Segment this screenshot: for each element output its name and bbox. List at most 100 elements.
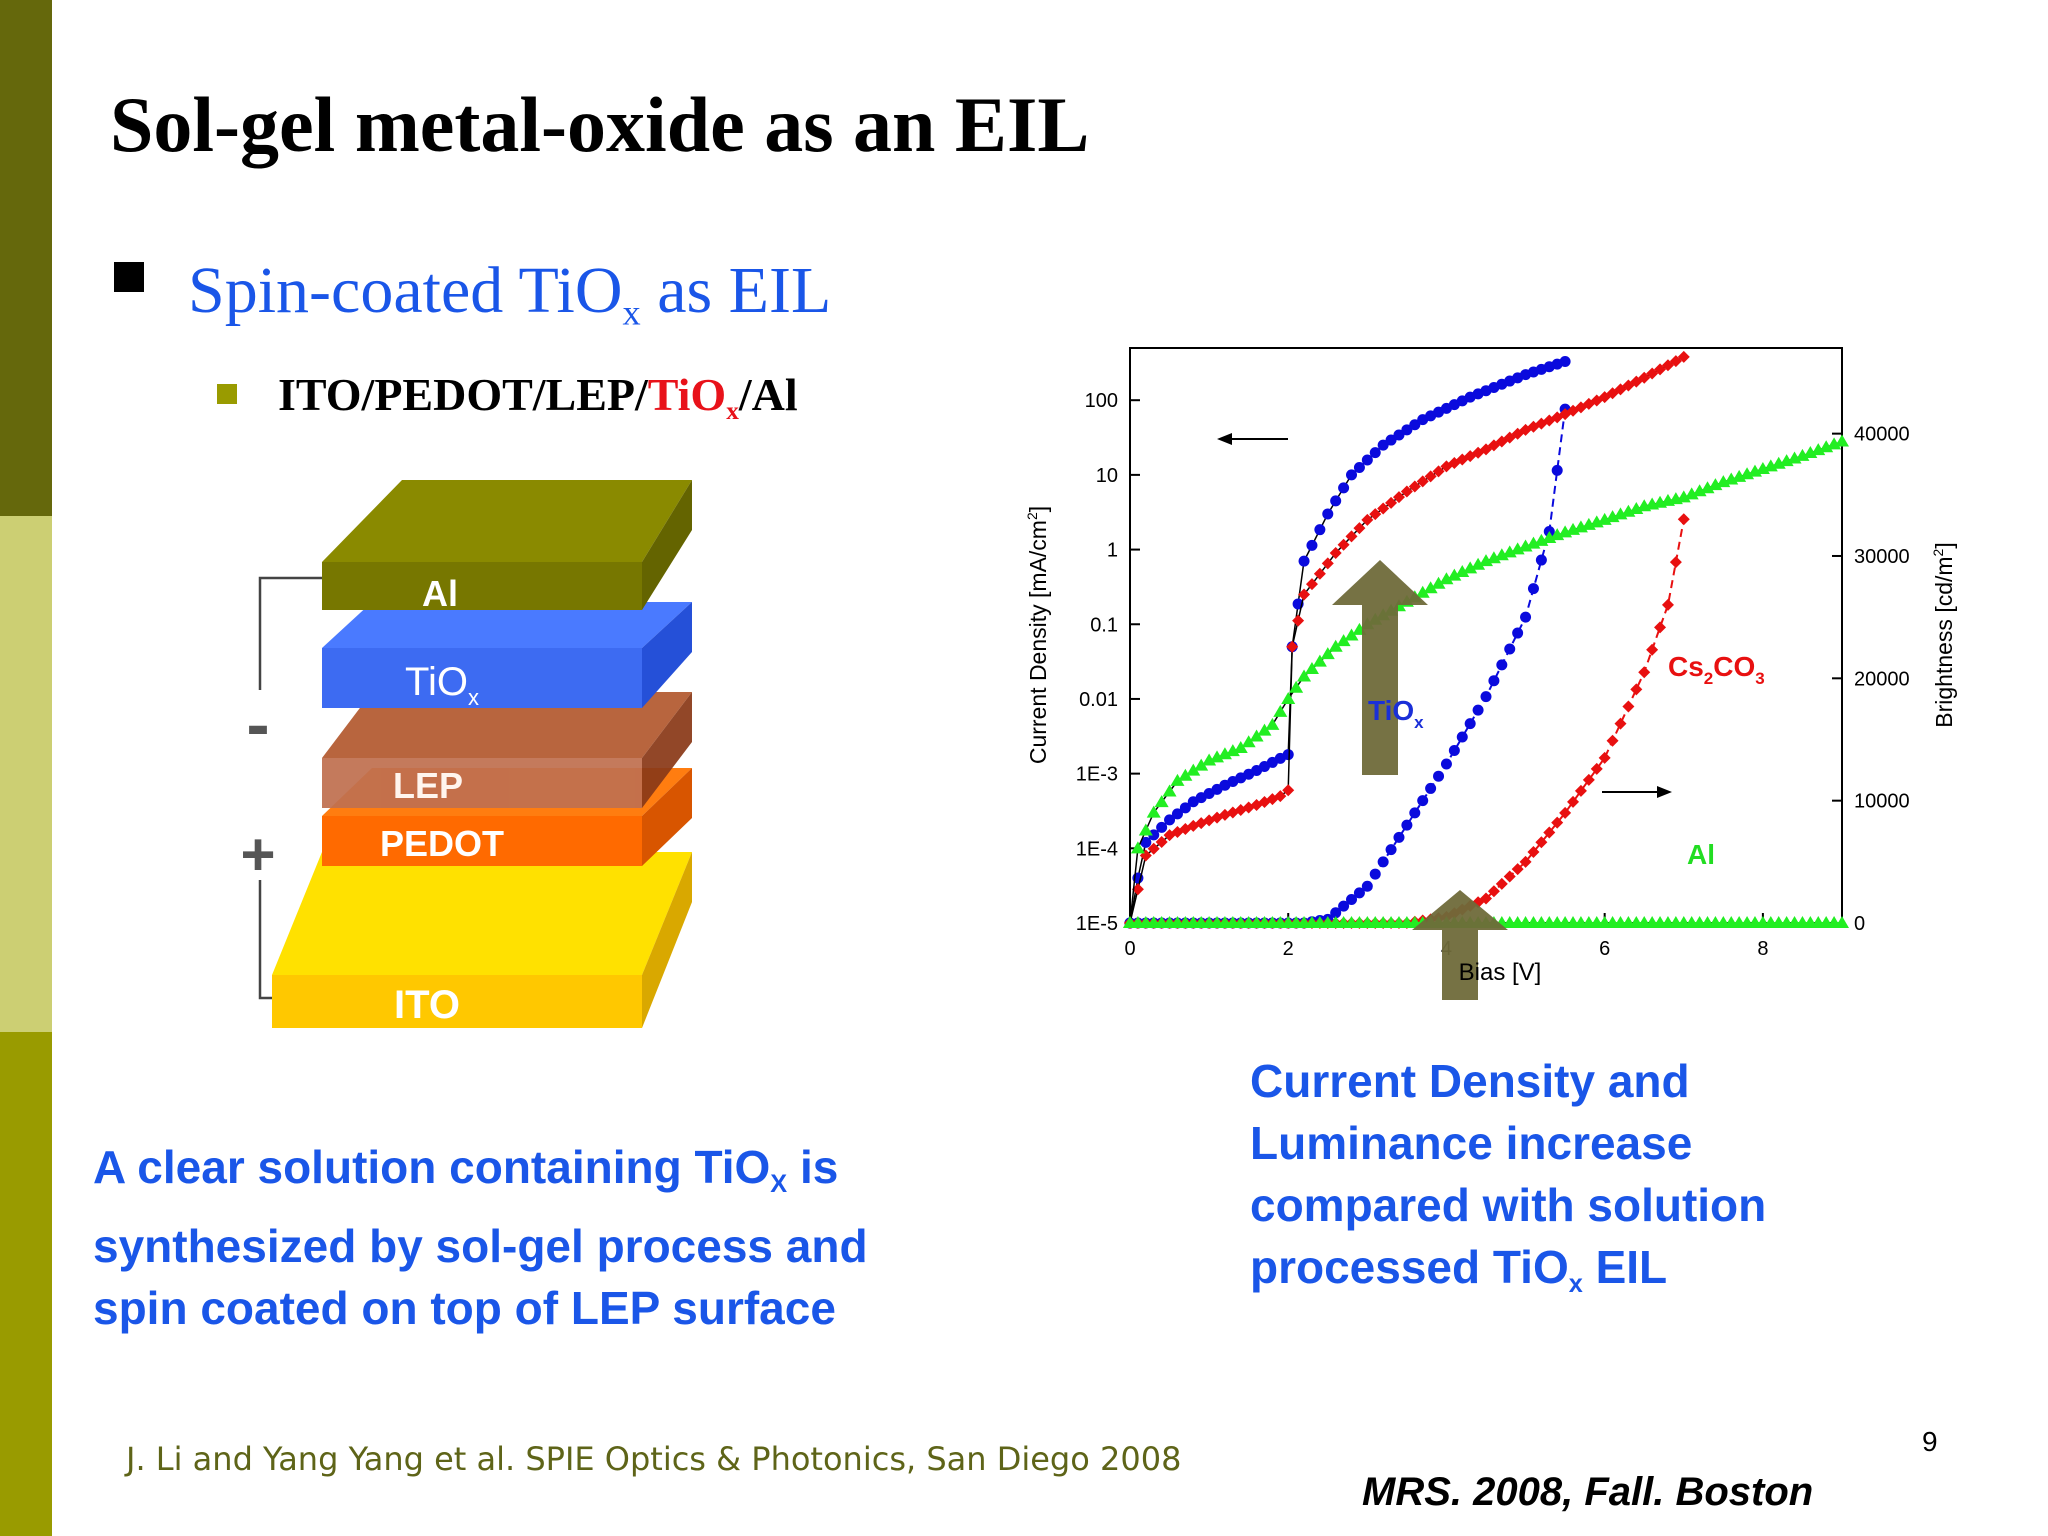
current-point-cs2co3 [1638,371,1651,384]
current-point-al [1170,773,1185,786]
brightness-point-cs2co3 [1661,598,1674,611]
current-point-cs2co3 [1234,803,1247,816]
y-left-tick-label: 1E-4 [1076,838,1118,860]
current-point-tiox [1361,454,1373,466]
current-point-tiox [1298,555,1310,567]
brightness-point-cs2co3 [1590,762,1603,775]
brightness-point-cs2co3 [1630,683,1643,696]
current-point-cs2co3 [1392,491,1405,504]
up-arrow-upper-icon [1332,560,1428,775]
brightness-point-cs2co3 [1669,556,1682,569]
brightness-point-tiox [1346,894,1358,906]
current-point-tiox [1377,439,1389,451]
current-point-al [1692,484,1707,497]
brightness-point-cs2co3 [1614,717,1627,730]
y-right-tick-label: 30000 [1854,546,1910,568]
current-point-al [1257,723,1272,736]
current-point-cs2co3 [1527,420,1540,433]
current-point-cs2co3 [1424,470,1437,483]
layer-ito: ITO [272,852,692,1028]
current-point-cs2co3 [1298,588,1311,601]
current-point-al [1304,662,1319,675]
brightness-point-cs2co3 [1495,877,1508,890]
layer-tiox: TiOx [322,602,692,710]
brightness-point-cs2co3 [1567,795,1580,808]
current-point-tiox [1148,829,1160,841]
brightness-point-al [1835,916,1849,928]
current-point-cs2co3 [1646,367,1659,380]
current-point-tiox [1338,482,1350,494]
current-point-al [1471,557,1486,570]
annotation-al: Al [1687,839,1715,870]
bullet-square-icon [114,262,144,292]
device-stack-diagram: ITO PEDOT LEP TiOx Al - + [240,480,692,1028]
layer-lep: LEP [322,692,692,808]
y-right-tick-label: 10000 [1854,791,1910,813]
current-point-al [1328,639,1343,652]
current-point-cs2co3 [1369,508,1382,521]
current-point-cs2co3 [1495,435,1508,448]
brightness-point-tiox [1504,643,1516,655]
brightness-point-cs2co3 [1582,773,1595,786]
current-point-cs2co3 [1345,530,1358,543]
current-point-cs2co3 [1171,826,1184,839]
current-point-cs2co3 [1432,465,1445,478]
current-point-al [1138,823,1153,836]
paragraph-left: A clear solution containing TiOX is synt… [93,1141,868,1334]
current-point-cs2co3 [1266,793,1279,806]
current-point-al [1265,717,1280,730]
current-point-al [1708,478,1723,491]
current-point-al [1289,680,1304,693]
brightness-point-tiox [1338,900,1350,912]
current-point-tiox [1353,461,1365,473]
brightness-point-tiox [1369,868,1381,880]
current-point-cs2co3 [1487,439,1500,452]
x-axis-label: Bias [V] [1459,959,1542,986]
current-point-al [1447,568,1462,581]
current-point-cs2co3 [1503,431,1516,444]
minus-sign: - [246,685,269,763]
brightness-point-tiox [1417,795,1429,807]
current-point-tiox [1385,434,1397,446]
current-point-cs2co3 [1416,475,1429,488]
current-point-tiox [1282,749,1294,761]
current-point-al [1162,784,1177,797]
y-left-tick-label: 100 [1085,390,1118,412]
sidebar-band-middle [0,516,52,1032]
y-right-tick-label: 0 [1854,913,1865,935]
brightness-point-tiox [1472,704,1484,716]
brightness-point-tiox [1353,887,1365,899]
page-number: 9 [1922,1426,1938,1457]
up-arrow-lower-icon [1412,890,1508,1000]
current-point-cs2co3 [1408,480,1421,493]
bullet-1-text: Spin-coated TiOx as EIL [188,254,832,333]
y-left-tick-label: 1E-3 [1076,764,1118,786]
current-point-al [1186,763,1201,776]
current-point-tiox [1140,836,1152,848]
current-point-cs2co3 [1590,394,1603,407]
current-point-al [1312,654,1327,667]
current-point-cs2co3 [1313,567,1326,580]
brightness-point-cs2co3 [1622,700,1635,713]
current-point-al [1439,572,1454,585]
current-point-al [1676,490,1691,503]
current-point-al [1210,750,1225,763]
brightness-point-cs2co3 [1519,855,1532,868]
brightness-point-tiox [1488,675,1500,687]
current-point-cs2co3 [1377,502,1390,515]
current-point-cs2co3 [1147,842,1160,855]
current-point-al [1225,744,1240,757]
brightness-point-tiox [1496,659,1508,671]
current-point-al [1281,691,1296,704]
current-point-al [1123,916,1137,928]
current-point-al [1415,585,1430,598]
y-left-tick-label: 1 [1107,540,1118,562]
y-right-tick-label: 20000 [1854,668,1910,690]
slide-title: Sol-gel metal-oxide as an EIL [110,81,1090,168]
current-point-al [1700,481,1715,494]
current-point-cs2co3 [1353,522,1366,535]
brightness-point-cs2co3 [1606,734,1619,747]
current-point-tiox [1171,808,1183,820]
current-point-cs2co3 [1305,578,1318,591]
current-point-al [1344,628,1359,641]
